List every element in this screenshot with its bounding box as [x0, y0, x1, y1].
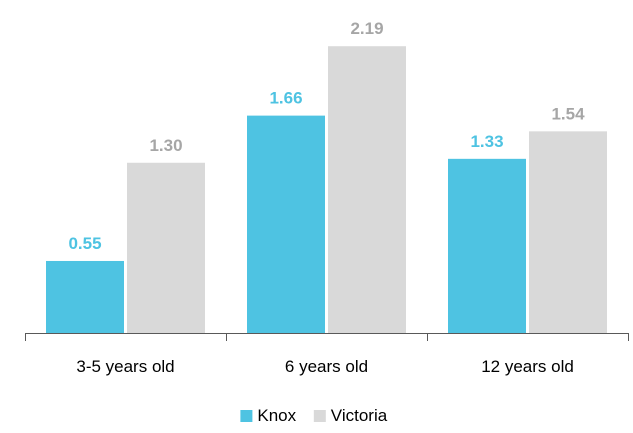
legend-swatch-knox	[240, 410, 253, 422]
bar-victoria-0	[127, 162, 205, 333]
bar-victoria-2	[529, 131, 607, 333]
x-tick-label-2: 12 years old	[481, 357, 574, 376]
bar-knox-1	[247, 115, 325, 333]
data-label-knox-0: 0.55	[68, 234, 101, 253]
bars-group	[46, 46, 607, 333]
legend: Knox Victoria	[240, 406, 388, 425]
data-label-victoria-0: 1.30	[149, 136, 182, 155]
data-labels-group: 0.55 1.30 1.66 2.19 1.33 1.54	[68, 19, 585, 253]
bar-knox-2	[448, 158, 526, 333]
bar-victoria-1	[328, 46, 406, 333]
data-label-victoria-1: 2.19	[350, 19, 383, 38]
x-tick-labels-group: 3-5 years old 6 years old 12 years old	[76, 357, 573, 376]
legend-swatch-victoria	[313, 410, 326, 422]
data-label-knox-1: 1.66	[269, 89, 302, 108]
data-label-knox-2: 1.33	[470, 132, 503, 151]
data-label-victoria-2: 1.54	[551, 104, 585, 123]
legend-label-knox: Knox	[257, 406, 296, 425]
legend-label-victoria: Victoria	[331, 406, 388, 425]
x-tick-label-0: 3-5 years old	[76, 357, 174, 376]
x-tick-label-1: 6 years old	[285, 357, 368, 376]
bar-knox-0	[46, 260, 124, 333]
x-axis	[25, 333, 629, 341]
